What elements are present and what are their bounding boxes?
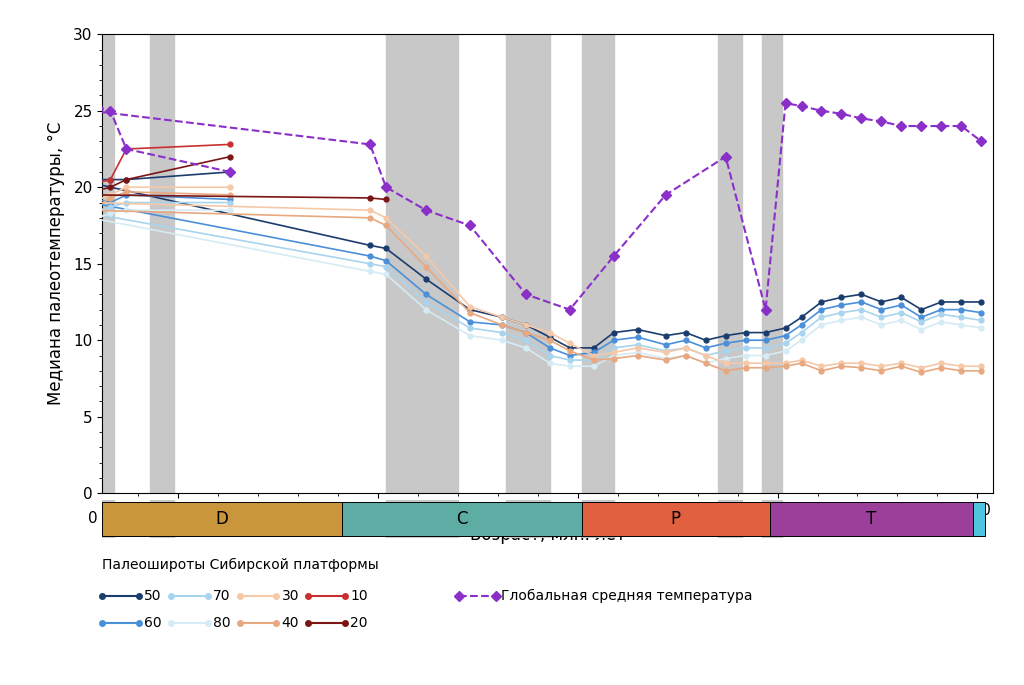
Bar bbox=[506, 34, 550, 493]
Text: 30: 30 bbox=[282, 589, 299, 603]
Bar bbox=[151, 34, 174, 493]
Bar bbox=[151, 500, 174, 538]
Text: D: D bbox=[216, 510, 228, 528]
Bar bbox=[342, 502, 582, 536]
Bar bbox=[102, 502, 342, 536]
Bar bbox=[386, 500, 458, 538]
Bar bbox=[762, 34, 781, 493]
Bar bbox=[90, 500, 115, 538]
Text: 20: 20 bbox=[350, 616, 368, 630]
Bar bbox=[582, 502, 770, 536]
Text: 70: 70 bbox=[213, 589, 230, 603]
Bar bbox=[386, 34, 458, 493]
Text: P: P bbox=[671, 510, 681, 528]
Bar bbox=[973, 502, 985, 536]
Bar bbox=[718, 500, 741, 538]
Bar bbox=[506, 500, 550, 538]
Text: 40: 40 bbox=[282, 616, 299, 630]
Text: C: C bbox=[457, 510, 468, 528]
Bar bbox=[582, 34, 613, 493]
Text: 60: 60 bbox=[144, 616, 162, 630]
Text: 0: 0 bbox=[88, 512, 98, 526]
Bar bbox=[718, 34, 741, 493]
Y-axis label: Медиана палеотемпературы, °C: Медиана палеотемпературы, °C bbox=[47, 122, 65, 406]
Text: Палеошироты Сибирской платформы: Палеошироты Сибирской платформы bbox=[102, 558, 379, 572]
X-axis label: Возраст, млн. лет: Возраст, млн. лет bbox=[470, 526, 626, 545]
Text: T: T bbox=[866, 510, 877, 528]
Bar bbox=[90, 34, 115, 493]
Text: Глобальная средняя температура: Глобальная средняя температура bbox=[501, 589, 753, 603]
Text: 10: 10 bbox=[350, 589, 368, 603]
Text: 80: 80 bbox=[213, 616, 230, 630]
Bar bbox=[762, 500, 781, 538]
Bar bbox=[582, 500, 613, 538]
Text: 50: 50 bbox=[144, 589, 162, 603]
Bar bbox=[770, 502, 973, 536]
